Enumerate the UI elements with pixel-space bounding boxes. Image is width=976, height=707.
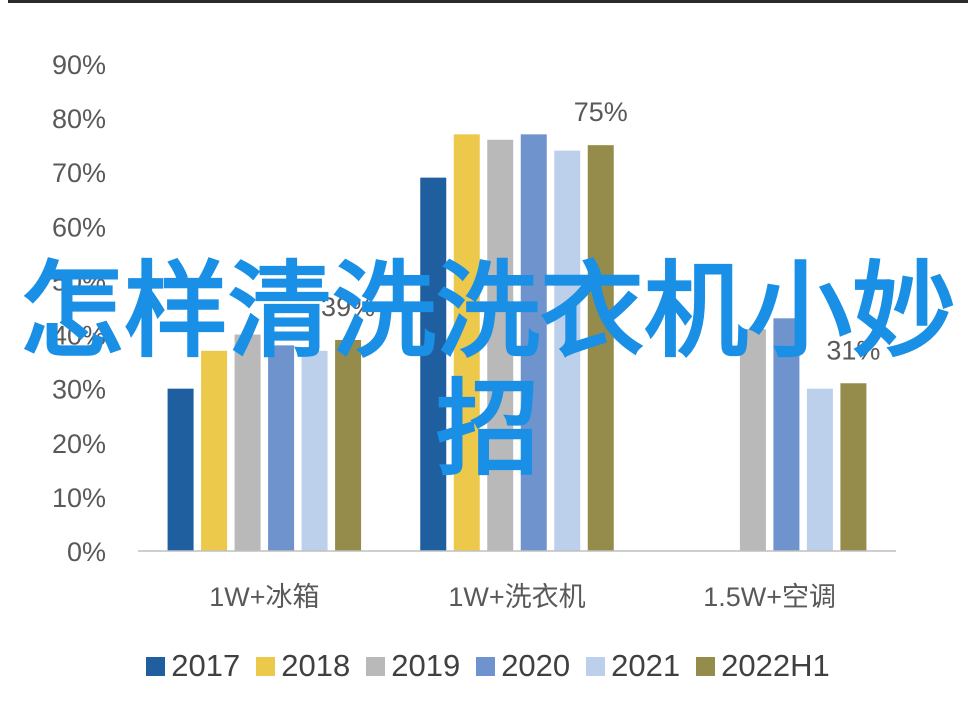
bar <box>301 350 328 551</box>
bar <box>487 139 514 551</box>
legend-label: 2019 <box>391 648 461 683</box>
data-label: 39% <box>321 292 375 322</box>
chart-legend: 2017 2018 2019 2020 2021 2022H1 <box>0 648 976 684</box>
bar <box>554 150 581 552</box>
y-tick-label: 0% <box>67 537 106 567</box>
bar <box>453 134 480 551</box>
bar <box>739 329 766 551</box>
bar <box>420 177 447 551</box>
top-border-line <box>8 0 968 3</box>
y-tick-label: 10% <box>52 483 106 513</box>
bar-chart: 0% 10% 20% 30% 40% 50% 60% 70% 80% 90% 1W+冰箱 1W+洗衣机… <box>52 50 896 612</box>
bar <box>840 383 867 551</box>
y-tick-label: 70% <box>52 158 106 188</box>
y-tick-label: 30% <box>52 375 106 405</box>
category-label: 1W+洗衣机 <box>448 582 585 612</box>
bar <box>234 334 261 551</box>
bar <box>335 339 362 551</box>
legend-swatch <box>366 656 386 676</box>
legend-item: 2019 <box>366 648 460 684</box>
legend-item: 2017 <box>146 648 240 684</box>
legend-swatch <box>476 656 496 676</box>
legend-swatch <box>146 656 166 676</box>
y-tick-label: 20% <box>52 429 106 459</box>
category-label: 1W+冰箱 <box>209 582 319 612</box>
bar <box>773 318 800 551</box>
legend-label: 2018 <box>281 648 351 683</box>
bar <box>806 388 833 551</box>
category-label: 1.5W+空调 <box>703 582 836 612</box>
data-label: 75% <box>574 97 628 127</box>
y-tick-label: 60% <box>52 212 106 242</box>
legend-item: 2020 <box>476 648 570 684</box>
legend-label: 2020 <box>501 648 571 683</box>
data-label: 31% <box>826 335 880 365</box>
legend-swatch <box>586 656 606 676</box>
bar <box>520 134 547 551</box>
legend-label: 2017 <box>171 648 241 683</box>
legend-swatch <box>256 656 276 676</box>
legend-label: 2022H1 <box>721 648 830 683</box>
legend-swatch <box>696 656 716 676</box>
legend-item: 2018 <box>256 648 350 684</box>
bar <box>587 145 614 551</box>
y-tick-label: 80% <box>52 104 106 134</box>
y-tick-label: 90% <box>52 50 106 80</box>
bar <box>201 350 228 551</box>
bar <box>268 345 295 551</box>
legend-item: 2021 <box>586 648 680 684</box>
bar <box>167 388 194 551</box>
y-tick-label: 50% <box>52 266 106 296</box>
legend-item: 2022H1 <box>696 648 830 684</box>
y-tick-label: 40% <box>52 321 106 351</box>
legend-label: 2021 <box>611 648 681 683</box>
